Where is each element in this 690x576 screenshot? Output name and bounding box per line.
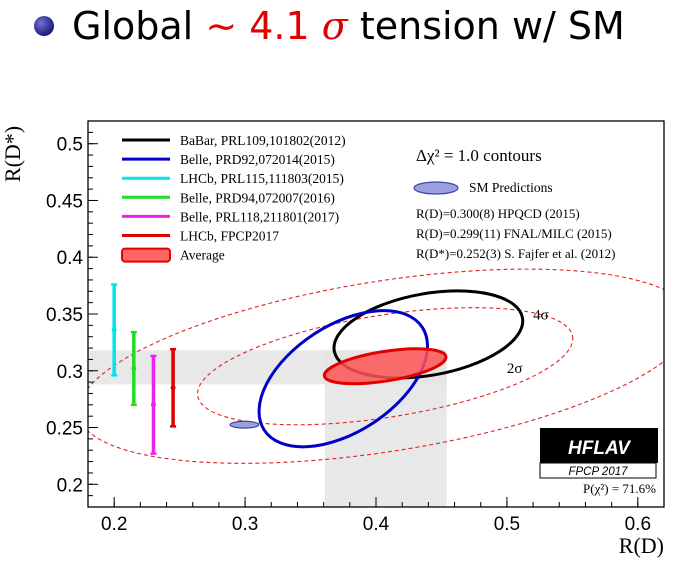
belle-2015-ellipse: [257, 309, 429, 449]
babar-ellipse: [332, 289, 525, 380]
headline-significance: ∼ 4.1 σ: [205, 4, 347, 48]
sm-prediction-marker: [229, 420, 260, 429]
average-ellipse: [322, 347, 448, 386]
sm-prediction-line: R(D*)=0.252(3) S. Fajfer et al. (2012): [416, 246, 615, 261]
errorbar-center-point: [150, 402, 156, 408]
legend-label: Belle, PRD92,072014(2015): [180, 152, 335, 167]
headline-suffix: tension w/ SM: [359, 4, 625, 48]
sigma-contour-2sigma: [196, 307, 574, 426]
belle-2017-errorbar: [150, 354, 157, 455]
legend-item-average: Average: [121, 247, 225, 263]
sm-legend-label: SM Predictions: [469, 180, 553, 195]
x-tick-label: 0.4: [363, 514, 390, 535]
sigma-label-2sigma: 2σ: [507, 361, 523, 377]
y-axis-label: R(D*): [0, 126, 25, 182]
errorbar-center-point: [111, 327, 117, 333]
belle-2016-errorbar: [130, 330, 137, 407]
legend-label: LHCb, PRL115,111803(2015): [180, 171, 344, 186]
legend-item-lhcb-2017: LHCb, FPCP2017: [122, 229, 279, 244]
lhcb-2017-errorbar: [170, 347, 177, 428]
legend-label: Belle, PRL118,211801(2017): [180, 209, 339, 224]
errorbar-center-point: [170, 385, 176, 391]
sm-legend-marker: [413, 181, 459, 195]
contour-note: Δχ² = 1.0 contours: [416, 146, 542, 165]
legend-item-babar: BaBar, PRL109,101802(2012): [122, 133, 346, 148]
fit-probability: P(χ²) = 71.6%: [583, 481, 656, 496]
legend: BaBar, PRL109,101802(2012) Belle, PRD92,0…: [121, 133, 346, 263]
x-tick-label: 0.6: [625, 514, 651, 535]
hflav-logo-box: [540, 428, 658, 463]
bullet-icon: [34, 16, 54, 36]
x-tick-label: 0.5: [494, 514, 520, 535]
x-tick-label: 0.2: [101, 514, 127, 535]
errorbar-center-point: [131, 365, 137, 371]
x-tick-label: 0.3: [232, 514, 258, 535]
approx-symbol: ∼: [205, 4, 238, 48]
y-tick-label: 0.2: [57, 475, 83, 496]
sigma-contour-4sigma: [88, 268, 664, 464]
legend-item-belle-2017: Belle, PRL118,211801(2017): [122, 209, 339, 224]
hflav-subtitle: FPCP 2017: [568, 466, 628, 478]
legend-label: BaBar, PRL109,101802(2012): [180, 133, 346, 148]
legend-label: LHCb, FPCP2017: [180, 229, 279, 244]
hflav-badge: HFLAV FPCP 2017: [539, 428, 658, 479]
y-tick-label: 0.4: [57, 248, 84, 269]
sm-prediction-line: R(D)=0.299(11) FNAL/MILC (2015): [416, 226, 612, 241]
legend-label: Belle, PRD94,072007(2016): [180, 190, 335, 205]
significance-value: 4.1: [249, 4, 310, 48]
lhcb-2015-errorbar: [111, 283, 118, 377]
legend-label: Average: [180, 248, 225, 263]
legend-item-lhcb-2015: LHCb, PRL115,111803(2015): [122, 171, 344, 186]
headline-text: Global ∼ 4.1 σ tension w/ SM: [72, 4, 625, 48]
sm-prediction-line: R(D)=0.300(8) HPQCD (2015): [416, 206, 580, 221]
y-tick-label: 0.5: [57, 135, 83, 156]
headline-prefix: Global: [72, 4, 194, 48]
headline: Global ∼ 4.1 σ tension w/ SM: [34, 0, 625, 52]
axes: 0.2 0.3 0.4 0.5 0.6 0.2 0.25 0.3 0.35 0.4 0.45 0.5: [46, 120, 651, 535]
plot-area: 4σ 2σ: [88, 268, 664, 507]
x-axis-label: R(D): [619, 533, 664, 558]
y-tick-label: 0.3: [57, 362, 83, 383]
sigma-label-4sigma: 4σ: [533, 308, 549, 324]
legend-swatch-average: [121, 247, 171, 263]
y-tick-label: 0.35: [46, 305, 83, 326]
y-tick-label: 0.25: [46, 419, 83, 440]
legend-item-belle-2016: Belle, PRD94,072007(2016): [122, 190, 335, 205]
legend-item-belle-2015: Belle, PRD92,072014(2015): [122, 152, 335, 167]
hflav-subtitle-box: [539, 462, 657, 479]
y-tick-label: 0.45: [46, 191, 83, 212]
sigma-symbol: σ: [321, 4, 348, 48]
hflav-logo-text: HFLAV: [568, 438, 631, 459]
